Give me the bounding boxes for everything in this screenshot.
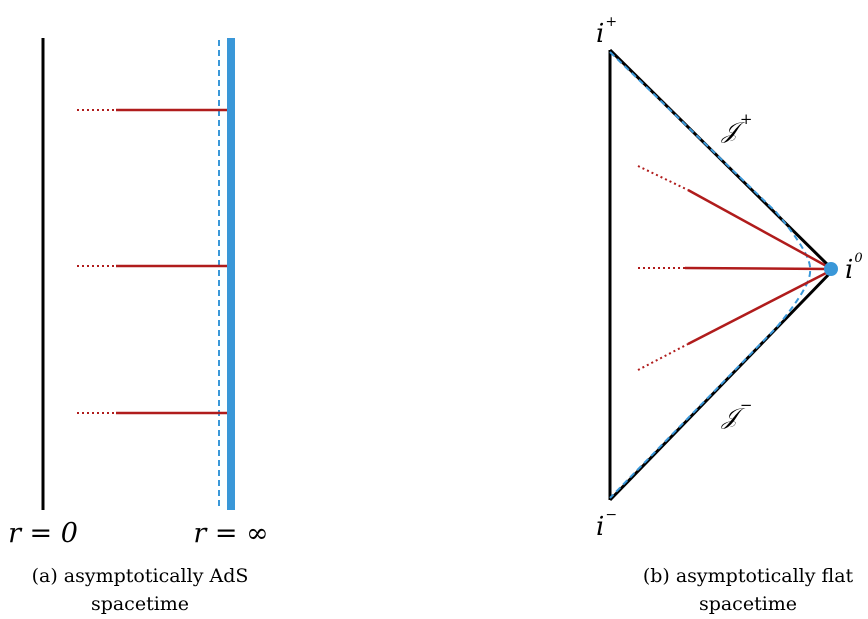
caption-a-line1: (a) asymptotically AdS [32,565,249,587]
cutoff-dashed-curve [609,51,812,499]
flat-ray-dotted-upper [637,165,689,191]
label-scri-plus: 𝒥 + [721,110,752,144]
scri-minus-edge [608,268,835,502]
label-i-zero: i0 [845,251,863,285]
label-i-minus: i− [596,507,617,542]
flat-ray-solid-lower [687,269,831,346]
caption-a-line2: spacetime [91,593,189,615]
caption-b-line2: spacetime [699,593,797,615]
flat-ray-dotted-lower [637,343,689,371]
flat-ray-solid-middle [684,266,831,271]
panel-flat: i+ i− i0 𝒥 + 𝒥 − (b) asymptotically flat s… [596,14,863,615]
spatial-infinity-dot [824,262,838,276]
label-scri-minus: 𝒥 − [721,396,752,430]
label-r-zero: r = 0 [8,518,78,549]
panel-ads: r = 0 r = ∞ (a) asymptotically AdS space… [8,38,269,615]
label-r-infinity: r = ∞ [193,518,268,549]
label-i-plus: i+ [596,14,617,49]
caption-b-line1: (b) asymptotically flat [643,565,854,587]
flat-ray-solid-upper [687,188,831,270]
